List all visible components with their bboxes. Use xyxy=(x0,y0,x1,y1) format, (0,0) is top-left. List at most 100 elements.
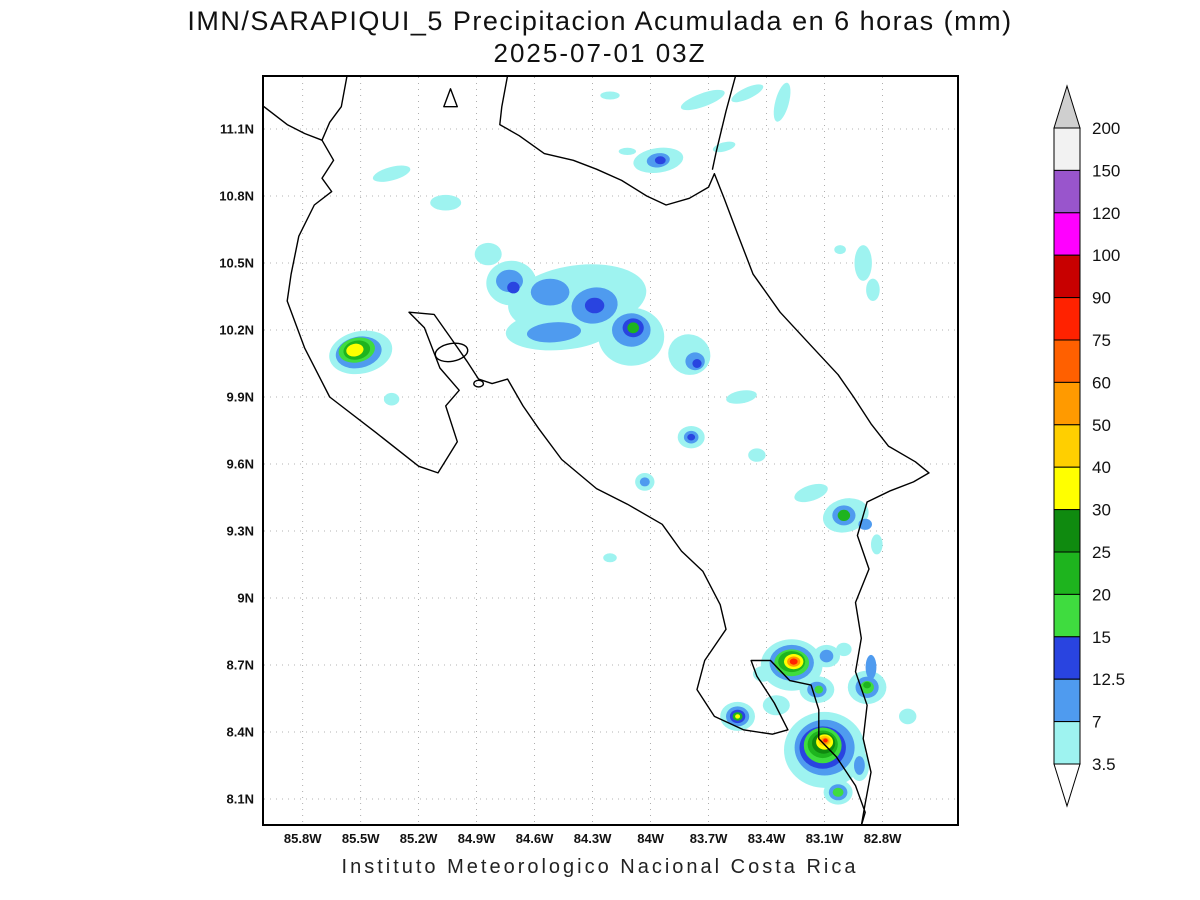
colorbar-label: 15 xyxy=(1092,628,1111,647)
colorbar-label: 30 xyxy=(1092,501,1111,520)
x-tick-label: 84W xyxy=(637,831,664,846)
colorbar-segment xyxy=(1053,297,1081,341)
colorbar-segment xyxy=(1053,212,1081,256)
precip-cell xyxy=(346,343,364,357)
precipitation-map-canvas xyxy=(264,77,957,824)
coastline xyxy=(711,77,736,170)
coastline xyxy=(499,77,930,824)
x-tick-label: 84.9W xyxy=(457,831,496,846)
colorbar-segment xyxy=(1053,381,1081,426)
colorbar-segment xyxy=(1053,636,1081,680)
precip-cell xyxy=(836,642,852,657)
colorbar-segment xyxy=(1053,551,1081,595)
colorbar-segment xyxy=(1053,593,1081,638)
colorbar-segment xyxy=(1053,509,1081,553)
precip-cell xyxy=(687,433,696,441)
island-outline xyxy=(443,88,459,108)
colorbar-label: 200 xyxy=(1092,119,1120,138)
footer-credit: Instituto Meteorologico Nacional Costa R… xyxy=(341,856,859,878)
x-tick-label: 85.8W xyxy=(283,831,322,846)
colorbar-label: 7 xyxy=(1092,713,1101,732)
x-tick-label: 84.6W xyxy=(515,831,554,846)
colorbar-label: 120 xyxy=(1092,204,1120,223)
precip-cell xyxy=(530,278,570,306)
colorbar-label: 75 xyxy=(1092,331,1111,350)
colorbar: 200 150 120 100 90 75 60 50 40 30 25 20 15 12.5 7 3.5 xyxy=(1053,84,1125,808)
colorbar-label: 60 xyxy=(1092,373,1111,392)
y-tick-label: 8.4N xyxy=(226,724,254,740)
precip-cell xyxy=(372,165,411,182)
colorbar-label: 90 xyxy=(1092,289,1111,308)
precip-cell xyxy=(773,82,791,122)
precip-cell xyxy=(526,322,582,343)
x-tick-label: 83.7W xyxy=(689,831,728,846)
precip-cell xyxy=(712,141,736,153)
x-axis-labels: 85.8W 85.5W 85.2W 84.9W 84.6W 84.3W 84W 83.7W 83… xyxy=(264,831,957,851)
colorbar-label: 25 xyxy=(1092,543,1111,562)
y-tick-label: 9.6N xyxy=(226,456,254,472)
precip-cell xyxy=(430,194,462,211)
precip-cell xyxy=(731,84,764,103)
map-plot-area xyxy=(262,75,959,826)
precip-cell xyxy=(834,245,846,255)
precip-cell xyxy=(600,91,620,100)
precip-cell xyxy=(866,278,880,301)
colorbar-label: 100 xyxy=(1092,246,1120,265)
precip-cell xyxy=(819,649,834,663)
y-tick-label: 10.8N xyxy=(219,188,254,204)
colorbar-label: 20 xyxy=(1092,585,1111,604)
x-tick-label: 84.3W xyxy=(573,831,612,846)
precip-cell xyxy=(832,787,844,797)
precip-cell xyxy=(654,156,666,165)
colorbar-segment xyxy=(1053,339,1081,383)
colorbar-segment xyxy=(1053,254,1081,299)
precip-cell xyxy=(692,359,702,368)
chart-subtitle: 2025-07-01 03Z xyxy=(493,38,707,68)
y-tick-label: 10.5N xyxy=(219,255,254,271)
y-tick-label: 9.9N xyxy=(226,389,254,405)
coastline xyxy=(264,106,866,824)
x-tick-label: 83.4W xyxy=(747,831,786,846)
precip-cell xyxy=(748,448,766,462)
colorbar-segment xyxy=(1053,466,1081,511)
y-tick-label: 11.1N xyxy=(220,121,254,137)
precip-cell xyxy=(863,681,871,689)
precip-cell xyxy=(794,483,828,503)
precip-cell xyxy=(584,297,605,314)
colorbar-segment xyxy=(1053,169,1081,214)
colorbar-label: 12.5 xyxy=(1092,670,1125,689)
precip-cell xyxy=(735,714,741,719)
precip-cell xyxy=(854,245,872,281)
precip-cell xyxy=(837,509,851,521)
precip-cell xyxy=(627,322,639,334)
colorbar-label: 150 xyxy=(1092,161,1120,180)
x-tick-label: 82.8W xyxy=(863,831,902,846)
x-tick-label: 85.5W xyxy=(341,831,380,846)
precip-cell xyxy=(618,147,637,155)
precip-cell xyxy=(789,658,798,665)
y-tick-label: 9N xyxy=(237,590,254,606)
precip-cell xyxy=(726,390,757,404)
colorbar-segment xyxy=(1053,127,1081,171)
island-outline xyxy=(434,342,469,363)
precip-cell xyxy=(823,738,828,743)
colorbar-label: 50 xyxy=(1092,416,1111,435)
coastline xyxy=(321,77,348,141)
precip-cell xyxy=(603,553,617,563)
precip-cell xyxy=(507,281,520,294)
x-tick-label: 83.1W xyxy=(805,831,844,846)
island-outline xyxy=(473,379,485,388)
colorbar-segment xyxy=(1053,721,1081,765)
chart-title: IMN/SARAPIQUI_5 Precipitacion Acumulada … xyxy=(187,6,1013,36)
precip-cell xyxy=(474,242,502,266)
precip-cell xyxy=(762,695,790,716)
x-tick-label: 85.2W xyxy=(399,831,438,846)
y-axis-labels: 11.1N 10.8N 10.5N 10.2N 9.9N 9.6N 9.3N 9N 8.7N 8.… xyxy=(176,77,254,824)
colorbar-label: 40 xyxy=(1092,458,1111,477)
precip-cell xyxy=(639,477,650,487)
y-tick-label: 10.2N xyxy=(219,322,254,338)
precip-cell xyxy=(899,708,917,725)
colorbar-segment xyxy=(1053,678,1081,723)
colorbar-arrow-top xyxy=(1053,84,1081,129)
precip-cell xyxy=(865,654,877,680)
